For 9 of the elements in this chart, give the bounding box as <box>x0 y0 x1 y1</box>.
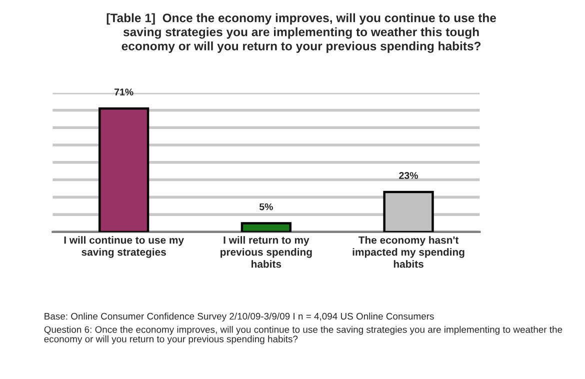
x-tick-label: The economy hasn't impacted my spending habits <box>352 236 464 268</box>
data-label: 71% <box>114 88 134 96</box>
chart-title: [Table 1] Once the economy improves, will you continue to use the saving strategies you are implementing to weather this tough economy or will you return to your previous spending habits? <box>106 13 496 53</box>
text: Base: Online Consumer Confidence Survey 2/10/09-3/9/09 I n = 4,094 US Online Consumers <box>44 312 434 322</box>
x-tick-label: I will continue to use my saving strategies <box>64 236 184 258</box>
x-tick-label: I will return to my previous spending habits <box>220 236 312 268</box>
data-label: 5% <box>259 203 273 210</box>
text: Question 6: Once the economy improves, will you continue to use the saving strategies you are implementing to weather the economy or will you return to your previous spending habits? <box>44 326 562 344</box>
data-label: 23% <box>399 172 418 179</box>
